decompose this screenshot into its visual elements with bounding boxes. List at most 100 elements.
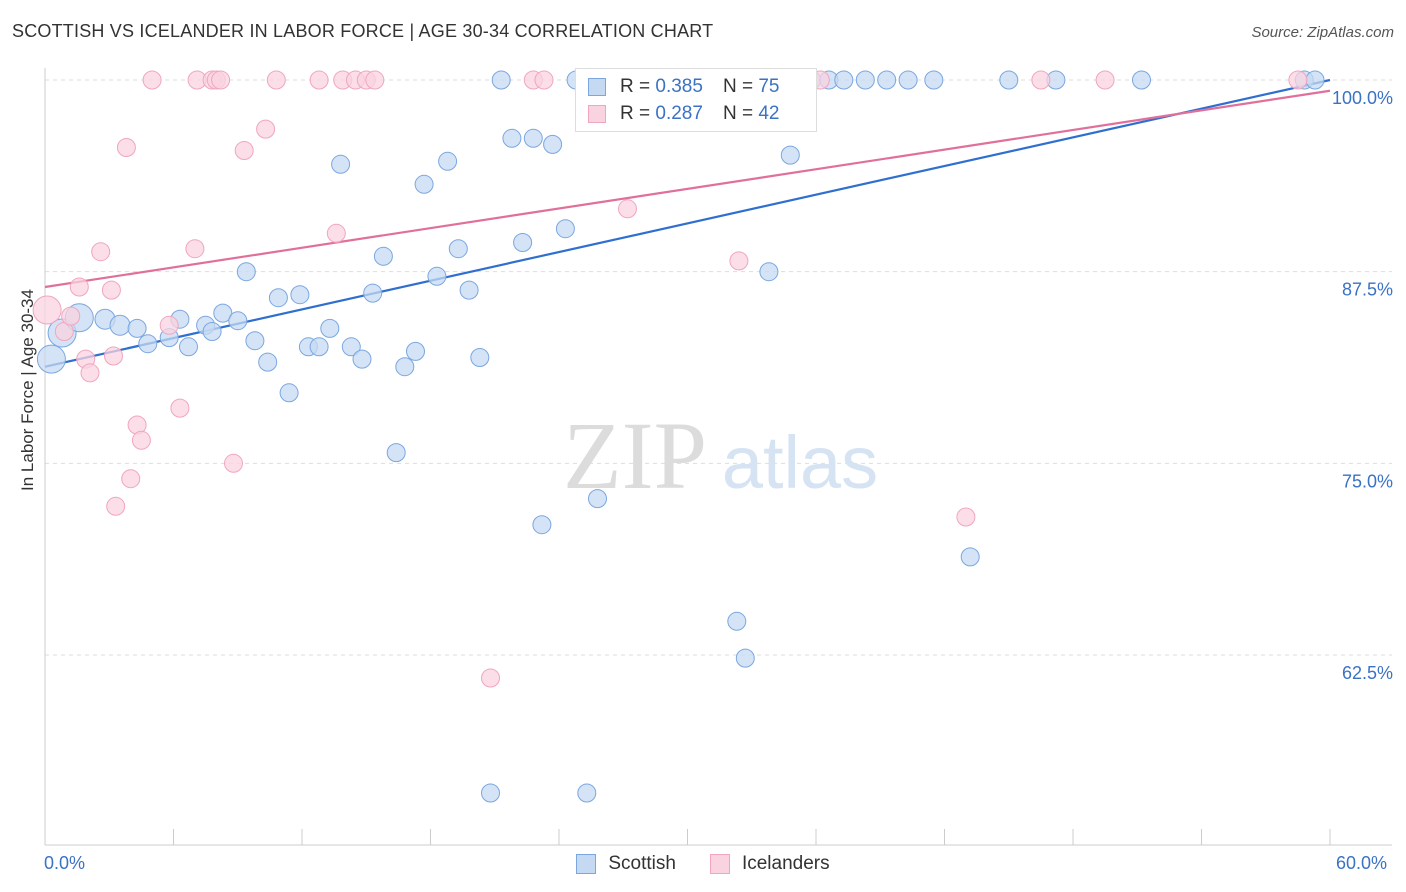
icelanders-point-43[interactable] — [1288, 70, 1308, 90]
y-tick-label-3: 62.5% — [1342, 663, 1393, 683]
icelanders-point-15[interactable] — [159, 315, 179, 335]
scottish-point-19[interactable] — [290, 285, 310, 305]
scottish-point-42[interactable] — [532, 515, 552, 535]
icelanders-point-0[interactable] — [32, 295, 62, 325]
icelanders-point-40[interactable] — [956, 507, 976, 527]
scottish-point-5[interactable] — [127, 318, 147, 338]
icelanders-point-31[interactable] — [365, 70, 385, 90]
scottish-point-64[interactable] — [834, 70, 854, 90]
scottish-point-44[interactable] — [555, 219, 575, 239]
scottish-point-32[interactable] — [427, 266, 447, 286]
scottish-point-74[interactable] — [1305, 70, 1325, 90]
scottish-point-27[interactable] — [373, 246, 393, 266]
icelanders-point-16[interactable] — [170, 398, 190, 418]
scottish-point-23[interactable] — [331, 154, 351, 174]
icelanders-point-9[interactable] — [106, 496, 126, 516]
scottish-point-21[interactable] — [309, 337, 329, 357]
scottish-point-37[interactable] — [481, 783, 500, 803]
scottish-point-12[interactable] — [213, 303, 233, 323]
icelanders-point-21[interactable] — [211, 70, 231, 90]
scottish-point-36[interactable] — [470, 348, 490, 367]
icelanders-point-24[interactable] — [256, 119, 276, 139]
scottish-point-6[interactable] — [138, 334, 158, 354]
scottish-point-24[interactable] — [341, 337, 361, 357]
scottish-point-16[interactable] — [258, 352, 278, 372]
scottish-point-33[interactable] — [438, 151, 458, 171]
icelanders-point-22[interactable] — [224, 453, 243, 473]
scottish-point-65[interactable] — [855, 70, 875, 90]
legend-item-icelanders[interactable]: Icelanders — [709, 853, 830, 875]
icelanders-point-11[interactable] — [121, 469, 141, 489]
scottish-point-30[interactable] — [406, 341, 425, 361]
scottish-point-17[interactable] — [268, 288, 288, 308]
scottish-point-61[interactable] — [780, 145, 800, 165]
x-tick-label-min: 0.0% — [44, 853, 86, 873]
scottish-point-41[interactable] — [523, 128, 543, 148]
scottish-point-70[interactable] — [999, 70, 1019, 90]
icelanders-point-42[interactable] — [1095, 70, 1115, 90]
watermark-zip: ZIP — [563, 402, 707, 509]
scottish-point-43[interactable] — [543, 134, 563, 154]
icelanders-point-6[interactable] — [91, 242, 111, 262]
icelanders-point-23[interactable] — [234, 141, 254, 160]
icelanders-point-35[interactable] — [618, 199, 637, 219]
icelanders-point-3[interactable] — [69, 277, 89, 297]
scottish-point-66[interactable] — [877, 70, 897, 90]
scottish-point-28[interactable] — [386, 443, 406, 463]
scottish-point-29[interactable] — [395, 357, 415, 377]
icelanders-legend-swatch — [709, 854, 730, 874]
scottish-point-46[interactable] — [577, 783, 597, 803]
icelanders-point-5[interactable] — [80, 363, 100, 383]
scottish-point-14[interactable] — [236, 262, 256, 282]
scottish-point-38[interactable] — [491, 70, 511, 90]
scottish-point-22[interactable] — [320, 318, 340, 338]
scottish-point-72[interactable] — [1132, 70, 1151, 90]
scottish-point-35[interactable] — [459, 280, 479, 300]
scottish-point-57[interactable] — [735, 648, 755, 668]
legend-row-icelanders: R = 0.287 N = 42 — [588, 102, 779, 126]
scottish-point-26[interactable] — [363, 283, 383, 303]
y-tick-label-2: 75.0% — [1342, 471, 1393, 491]
icelanders-point-26[interactable] — [309, 70, 329, 90]
scottish-point-0[interactable] — [36, 344, 66, 374]
scottish-point-40[interactable] — [513, 233, 533, 252]
trend-lines — [44, 78, 1331, 368]
icelanders-legend-label: Icelanders — [741, 853, 830, 874]
icelanders-point-41[interactable] — [1031, 70, 1051, 90]
r-label: R = — [620, 103, 651, 124]
scottish-point-11[interactable] — [202, 322, 222, 341]
scottish-point-18[interactable] — [279, 383, 299, 403]
icelanders-point-32[interactable] — [481, 668, 500, 688]
scottish-point-67[interactable] — [898, 70, 918, 90]
icelanders-point-14[interactable] — [142, 70, 162, 90]
scottish-point-59[interactable] — [759, 262, 779, 282]
scottish-point-69[interactable] — [960, 547, 980, 567]
scottish-point-56[interactable] — [727, 611, 747, 631]
icelanders-point-7[interactable] — [101, 280, 121, 300]
y-axis-label: In Labor Force | Age 30-34 — [18, 289, 37, 491]
grid-lines — [45, 79, 1392, 656]
scottish-n-value: 75 — [758, 76, 780, 97]
icelanders-point-17[interactable] — [185, 239, 205, 259]
legend-item-scottish[interactable]: Scottish — [576, 853, 676, 875]
icelanders-point-34[interactable] — [534, 70, 554, 90]
icelanders-point-10[interactable] — [116, 138, 136, 157]
icelanders-point-2[interactable] — [61, 306, 81, 326]
scottish-point-13[interactable] — [228, 311, 248, 331]
scottish-point-4[interactable] — [109, 314, 131, 336]
scottish-point-25[interactable] — [352, 349, 372, 369]
icelanders-point-13[interactable] — [131, 430, 151, 450]
scottish-point-34[interactable] — [448, 239, 468, 259]
scottish-point-15[interactable] — [245, 331, 265, 351]
scottish-point-47[interactable] — [588, 489, 607, 509]
r-label: R = — [620, 76, 651, 97]
scottish-point-68[interactable] — [924, 70, 944, 90]
icelanders-point-8[interactable] — [104, 346, 123, 366]
scottish-point-31[interactable] — [414, 174, 434, 194]
icelanders-point-38[interactable] — [729, 251, 749, 271]
icelanders-point-27[interactable] — [326, 223, 346, 243]
scottish-point-39[interactable] — [502, 128, 522, 148]
n-label: N = — [722, 76, 754, 97]
icelanders-point-25[interactable] — [266, 70, 286, 90]
scottish-point-9[interactable] — [179, 337, 198, 357]
